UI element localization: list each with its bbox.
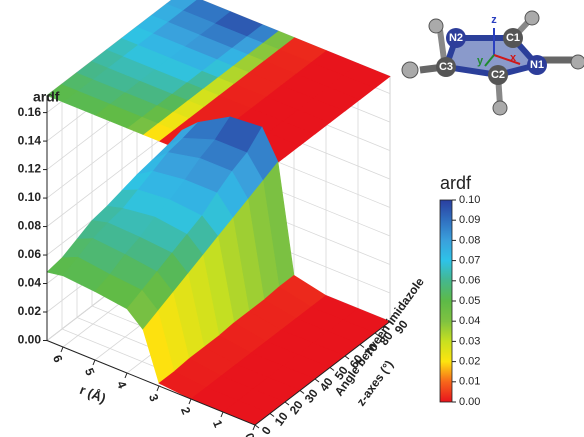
colorbar-tick-label: 0.05: [459, 295, 480, 307]
atom-label: C1: [506, 32, 520, 44]
z-tick-label: 0.08: [18, 219, 42, 233]
colorbar-tick-label: 0.07: [459, 255, 480, 267]
z-axis-label: ardf: [33, 89, 60, 105]
y-tick-label: 20: [287, 398, 306, 417]
z-tick-label: 0.06: [18, 247, 42, 261]
z-tick-label: 0.02: [18, 304, 42, 318]
x-tick: [61, 347, 63, 352]
z-tick-label: 0.10: [18, 190, 42, 204]
molecule: N2 C1 C3 N1 C2 z y x: [402, 11, 584, 115]
y-tick: [315, 379, 319, 382]
hydrogen: [402, 62, 418, 78]
y-tick: [345, 356, 349, 359]
x-tick: [157, 386, 159, 391]
hydrogen: [525, 11, 539, 25]
x-tick-label: 0: [242, 431, 258, 437]
hydrogen: [429, 19, 443, 33]
z-tick-label: 0.14: [18, 133, 42, 147]
y-tick: [330, 368, 334, 371]
hydrogen: [493, 101, 507, 115]
z-tick-label: 0.00: [18, 333, 42, 347]
atom-label: C2: [491, 69, 505, 81]
colorbar-tick-label: 0.10: [459, 194, 480, 206]
colorbar-tick-label: 0.04: [459, 315, 480, 327]
y-tick: [285, 402, 289, 405]
colorbar-tick-label: 0.02: [459, 356, 480, 368]
x-tick-label: 1: [210, 418, 226, 430]
y-tick-label: 0: [259, 423, 274, 437]
y-tick: [270, 414, 274, 417]
axis-label: x: [510, 52, 517, 64]
atom-label: N2: [449, 32, 463, 44]
colorbar: ardf 0.00 0.01 0.02 0.03 0.04 0.05 0.06 0.07 0.0…: [440, 173, 480, 408]
hydrogen: [571, 55, 584, 69]
x-tick: [189, 399, 191, 404]
x-tick-label: 2: [178, 405, 194, 417]
colorbar-tick-label: 0.03: [459, 335, 480, 347]
x-tick: [221, 412, 223, 417]
axis-label: z: [491, 14, 497, 26]
x-axis-label: r (Å): [78, 382, 108, 406]
z-tick-label: 0.04: [18, 276, 42, 290]
atom-label: N1: [530, 59, 544, 71]
colorbar-tick-label: 0.01: [459, 376, 480, 388]
x-tick: [125, 373, 127, 378]
x-tick-label: 5: [82, 366, 98, 378]
colorbar-bar: [440, 200, 452, 402]
axis-label: y: [477, 55, 484, 67]
x-tick: [93, 360, 95, 365]
x-tick-label: 3: [146, 392, 162, 404]
colorbar-tick-label: 0.00: [459, 396, 480, 408]
chart: 0.00 0.02 0.04 0.06 0.08 0.10 0.12 0.14 0.16 0 1 2 3…: [0, 0, 584, 437]
y-tick-label: 10: [272, 409, 291, 428]
x-tick-label: 4: [114, 379, 130, 391]
x-tick-label: 6: [50, 353, 66, 365]
y-tick: [255, 425, 259, 428]
colorbar-title: ardf: [440, 173, 472, 193]
z-tick-label: 0.12: [18, 162, 42, 176]
x-tick: [253, 425, 255, 430]
atom-label: C3: [439, 61, 453, 73]
colorbar-tick-label: 0.09: [459, 214, 480, 226]
y-tick: [300, 391, 304, 394]
y-tick-label: 30: [302, 386, 321, 405]
colorbar-tick-label: 0.08: [459, 234, 480, 246]
colorbar-tick-label: 0.06: [459, 275, 480, 287]
z-tick-label: 0.16: [18, 105, 42, 119]
